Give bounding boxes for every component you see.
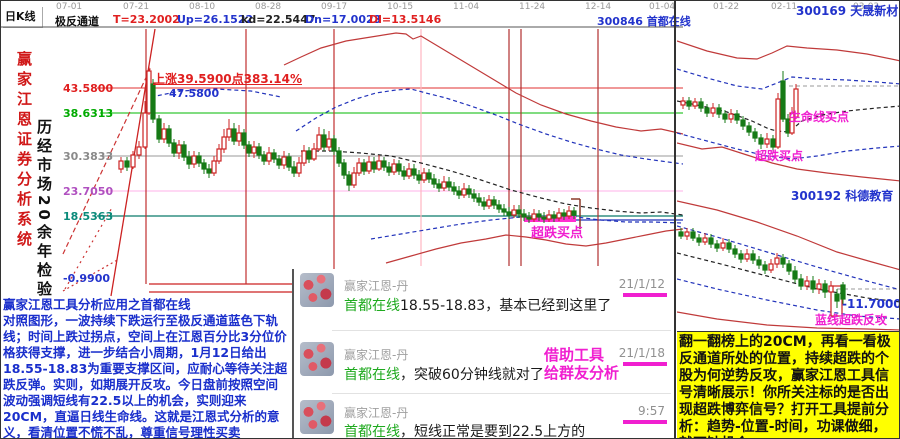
chat-text-body: ，短线正常是要到22.5上方的 [400, 424, 586, 439]
axis-date: 11-24 [519, 2, 546, 12]
brand-vertical-text: 赢家江恩证券分析系统 [15, 51, 33, 251]
chat-message[interactable]: 赢家江恩-丹 9:57 首都在线，短线正常是要到22.5上方的 [294, 394, 675, 439]
chat-message[interactable]: 赢家江恩-丹 借助工具 21/1/18 首都在线，突破60分钟线就对了 给群友分… [294, 331, 675, 394]
analysis-block: 赢家江恩工具分析应用之首都在线 对照图形，一波持续下跌运行至极反通道蓝色下轨线；… [3, 297, 290, 439]
stock-mention[interactable]: 首都在线 [344, 298, 400, 314]
message-divider [332, 330, 671, 331]
y-axis-tick: 43.5800 [63, 82, 114, 95]
y-axis-tick: 38.6313 [63, 107, 114, 120]
timestamp-highlight-bar [623, 362, 667, 366]
annotation-tag-top: 借助工具 [544, 346, 605, 364]
main-kline-chart[interactable] [1, 1, 683, 297]
axis-date: 03-03 [853, 2, 880, 12]
axis-date: 02-11 [771, 2, 798, 12]
analysis-body: 对照图形，一波持续下跌运行至极反通道蓝色下轨线；时间上跌过拐点，空间上在江恩百分… [3, 313, 288, 439]
axis-date: 01-22 [713, 2, 740, 12]
chat-timestamp: 9:57 [638, 404, 665, 418]
right-chart-tiansheng[interactable] [677, 1, 900, 186]
right-chart1-stock-label[interactable]: 300169 天晟新材 [796, 4, 899, 18]
timestamp-highlight-bar [623, 293, 667, 297]
main-stock-label[interactable]: 300846 首都在线 [597, 15, 691, 28]
y-axis-tick: -0.9900 [63, 272, 111, 285]
stock-mention[interactable]: 首都在线 [344, 367, 400, 383]
chat-text: 首都在线18.55-18.83，基本已经到这里了 [344, 295, 611, 315]
counterattack-label: 蓝线超跌反攻 [815, 313, 888, 327]
chat-text: 首都在线，突破60分钟线就对了 [344, 364, 544, 384]
panel-divider [674, 1, 676, 438]
axis-date: 10-15 [387, 2, 414, 12]
chat-message[interactable]: 赢家江恩-丹 21/1/12 首都在线18.55-18.83，基本已经到这里了 [294, 269, 675, 331]
annotation-tag-bottom: 给群友分析 [544, 364, 620, 382]
avatar[interactable] [300, 273, 334, 307]
right-chart-kede[interactable] [677, 186, 900, 331]
indicator-dl-value: Dl=13.5146 [369, 13, 442, 26]
axis-date: 09-17 [321, 2, 348, 12]
chat-timestamp: 21/1/12 [618, 277, 665, 291]
chat-text-body: ，突破60分钟线就对了 [400, 367, 544, 383]
axis-date: 08-10 [189, 2, 216, 12]
y-axis-tick: 23.7050 [63, 185, 114, 198]
chat-timestamp: 21/1/18 [618, 346, 665, 360]
rise-annotation: 上涨39.5900点383.14% [153, 72, 302, 86]
message-divider [332, 393, 671, 394]
slogan-vertical-text: 历经市场20余年检验 [35, 119, 53, 300]
stock-mention[interactable]: 首都在线 [344, 424, 400, 439]
lifeline-buy-label: 生命线买点 [789, 110, 850, 124]
indicator-t-value: T=23.2002 [113, 13, 180, 26]
chat-text: 首都在线，短线正常是要到22.5上方的 [344, 421, 586, 439]
chat-username: 赢家江恩-丹 [344, 348, 409, 362]
analysis-title: 赢家江恩工具分析应用之首都在线 [3, 297, 191, 312]
axis-date: 07-21 [123, 2, 150, 12]
indicator-name: 极反通道 [55, 15, 99, 28]
chat-text-body: 18.55-18.83，基本已经到这里了 [400, 298, 612, 314]
promo-text-block: 翻一翻榜上的20CM，再看一看极反通道所处的位置，持续超跌的个股为何逆势反攻，赢… [677, 331, 899, 438]
oversold-buy-label-2: 超跌买点 [755, 149, 804, 163]
chat-username: 赢家江恩-丹 [344, 406, 409, 420]
avatar[interactable] [300, 400, 334, 434]
chat-username: 赢家江恩-丹 [344, 279, 409, 293]
high-price-label: 47.5800 [169, 87, 220, 100]
timestamp-highlight-bar [623, 420, 667, 424]
drop-value-label: -11.7000 [842, 297, 900, 311]
indicator-dn-value: Dn=17.0023 [305, 13, 382, 26]
axis-date: 12-14 [585, 2, 612, 12]
avatar[interactable] [300, 342, 334, 376]
chat-panel: 赢家江恩-丹 21/1/12 首都在线18.55-18.83，基本已经到这里了 … [292, 269, 675, 439]
axis-date: 08-28 [255, 2, 282, 12]
axis-date: 11-04 [453, 2, 480, 12]
y-axis-tick: 18.5363 [63, 210, 114, 223]
y-axis-tick: 30.3833 [63, 150, 114, 163]
right-chart2-stock-label[interactable]: 300192 科德教育 [791, 189, 894, 203]
axis-date: 01-04 [649, 2, 676, 12]
indicator-up-value: Up=26.1522 [177, 13, 254, 26]
oversold-buy-label: 超跌买点 [531, 226, 584, 241]
axis-date: 07-01 [56, 2, 83, 12]
indicator-kd-value: kd=22.5447 [241, 13, 316, 26]
